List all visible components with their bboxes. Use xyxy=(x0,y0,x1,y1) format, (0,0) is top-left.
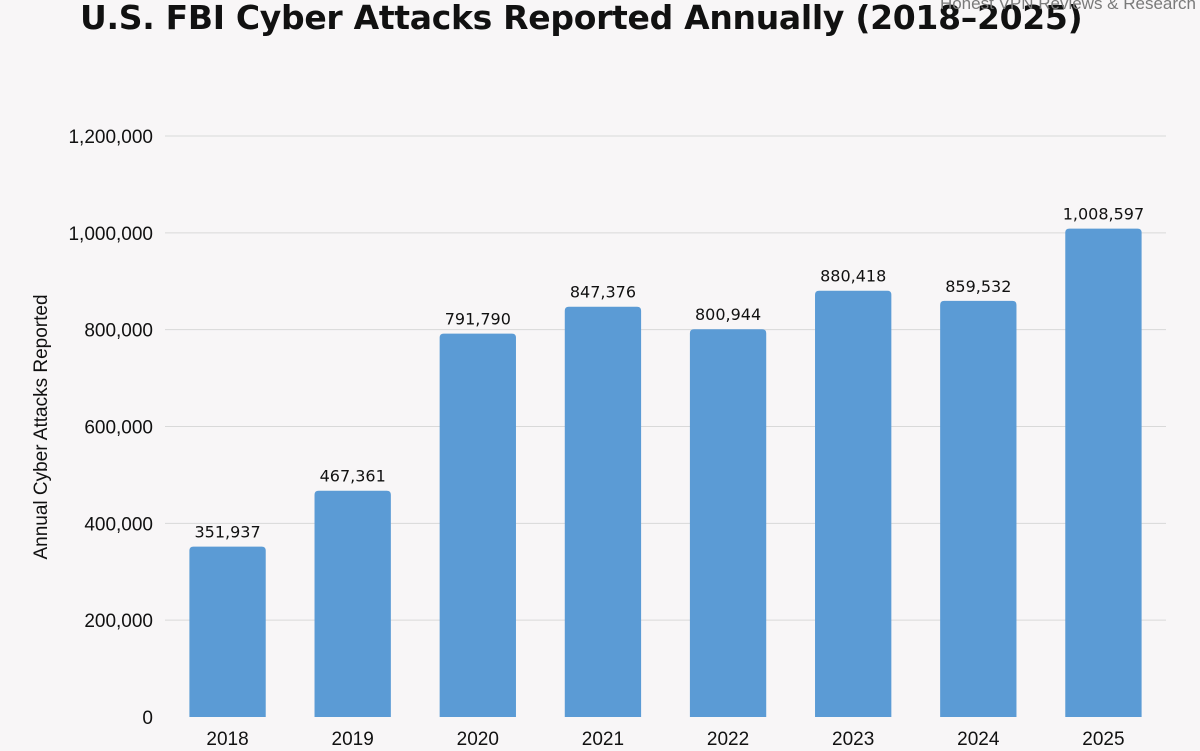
y-tick-label: 0 xyxy=(142,708,153,729)
bar-2020 xyxy=(439,333,516,717)
data-label-2024: 859,532 xyxy=(945,277,1011,296)
y-tick-label: 1,000,000 xyxy=(68,224,153,245)
bar-2019 xyxy=(314,490,391,717)
x-tick-label-2024: 2024 xyxy=(957,729,1000,750)
y-tick-label: 800,000 xyxy=(84,321,153,342)
x-tick-label-2021: 2021 xyxy=(582,729,624,750)
bar-2024 xyxy=(940,300,1017,717)
data-label-2021: 847,376 xyxy=(570,283,636,302)
data-label-2019: 467,361 xyxy=(320,467,386,486)
data-label-2025: 1,008,597 xyxy=(1063,205,1144,224)
x-tick-label-2020: 2020 xyxy=(457,729,499,750)
bar-2023 xyxy=(815,290,892,717)
y-tick-label: 400,000 xyxy=(84,514,153,535)
data-label-2023: 880,418 xyxy=(820,267,886,286)
y-tick-label: 600,000 xyxy=(84,418,153,439)
data-label-2022: 800,944 xyxy=(695,305,761,324)
x-tick-label-2018: 2018 xyxy=(206,729,248,750)
bar-2018 xyxy=(189,546,266,717)
chart-title: U.S. FBI Cyber Attacks Reported Annually… xyxy=(80,0,1083,37)
data-labels: 351,937 467,361 791,790 847,376 800,944 880,4… xyxy=(194,205,1144,542)
x-tick-label-2019: 2019 xyxy=(332,729,374,750)
bar-2025 xyxy=(1065,228,1142,717)
bars xyxy=(189,228,1142,717)
watermark-text: Honest VPN Reviews & Research xyxy=(939,0,1196,13)
y-tick-label: 200,000 xyxy=(84,611,153,632)
x-axis-ticks: 2018 2019 2020 2021 2022 2023 2024 2025 xyxy=(206,729,1124,750)
y-axis-ticks: 0 200,000 400,000 600,000 800,000 1,000,000 1,… xyxy=(68,127,153,729)
data-label-2020: 791,790 xyxy=(445,310,511,329)
bar-2022 xyxy=(689,329,767,717)
data-label-2018: 351,937 xyxy=(194,523,260,542)
x-tick-label-2023: 2023 xyxy=(832,729,874,750)
bar-2021 xyxy=(564,306,642,717)
x-tick-label-2022: 2022 xyxy=(707,729,749,750)
x-tick-label-2025: 2025 xyxy=(1082,729,1124,750)
y-tick-label: 1,200,000 xyxy=(68,127,153,148)
